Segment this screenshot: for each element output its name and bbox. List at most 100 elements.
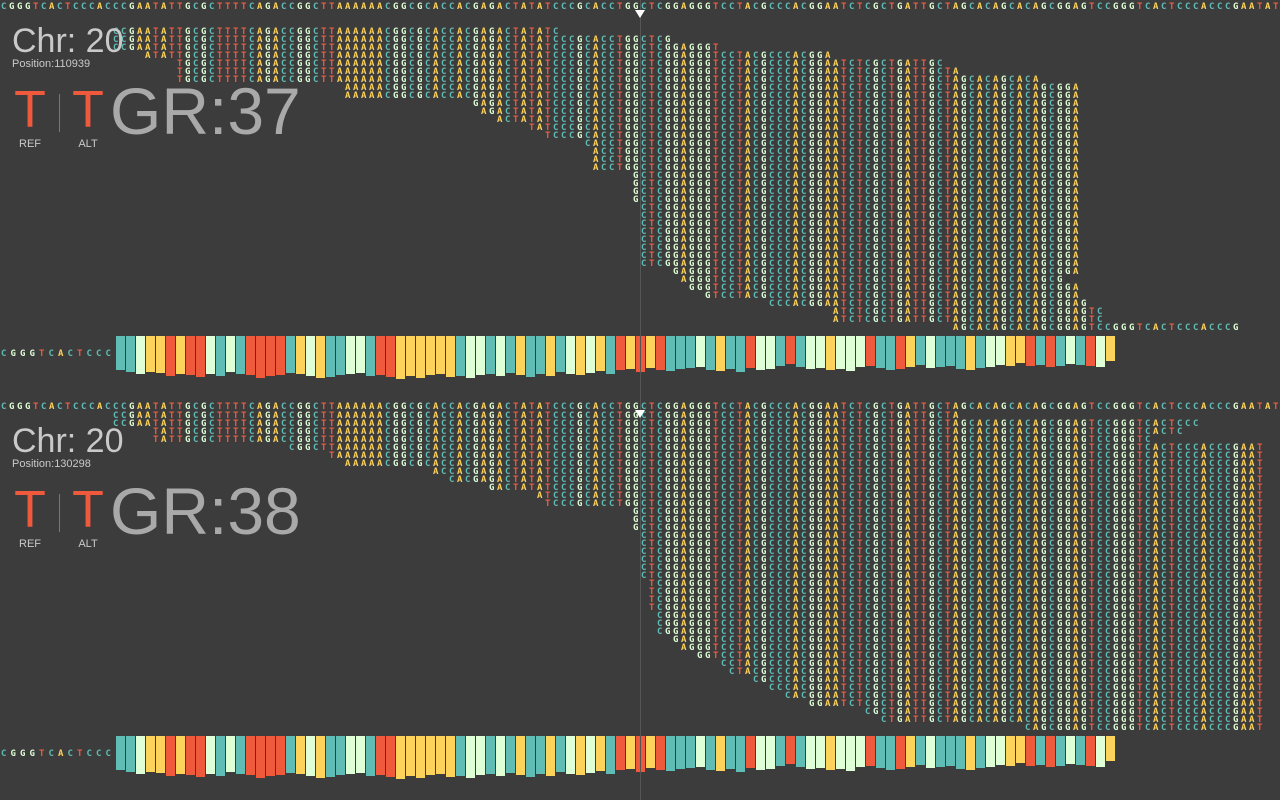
read-base: G [633,75,638,85]
read-base: A [977,107,983,117]
read-base: T [841,691,847,701]
read-base: G [673,259,678,269]
coverage-bar [436,336,445,374]
read-base: C [1025,147,1030,157]
coverage-bar [406,336,415,376]
read-base: C [553,107,558,117]
read-base: C [753,619,758,629]
read-base: G [1081,307,1086,317]
read-base: T [841,203,847,213]
read-base: C [777,627,782,637]
read-base: T [921,307,927,317]
reference-base: C [1049,402,1054,412]
reference-base: G [1065,2,1070,12]
coverage-bar [726,336,735,369]
read-base: A [977,315,983,325]
read-base: A [1033,315,1039,325]
read-base: C [1049,523,1054,533]
read-base: T [649,75,655,85]
read-base: C [777,643,782,653]
read-base: C [865,99,870,109]
read-base: A [1017,491,1023,501]
read-base: T [841,315,847,325]
read-base: T [617,499,623,509]
read-base: G [809,131,814,141]
reference-base: T [65,402,71,412]
read-base: T [913,307,919,317]
read-base: A [905,707,911,717]
read-base: T [857,147,863,157]
read-base: G [809,123,814,133]
read-base: G [689,283,694,293]
read-base: G [689,563,694,573]
read-base: C [729,131,734,141]
read-base: T [1089,723,1095,733]
read-base: C [209,43,214,53]
read-base: A [1201,651,1207,661]
read-base: G [305,51,310,61]
read-base: A [745,283,751,293]
read-base: C [641,75,646,85]
read-base: C [1009,547,1014,557]
reference-base: C [785,402,790,412]
read-base: C [985,155,990,165]
reference-base: T [329,2,335,12]
read-base: A [1073,91,1079,101]
read-base: T [1089,643,1095,653]
read-base: G [929,131,934,141]
read-base: G [1065,611,1070,621]
read-base: T [737,251,743,261]
read-base: G [817,491,822,501]
read-base: C [441,27,446,37]
read-base: G [897,579,902,589]
read-base: A [1201,619,1207,629]
read-base: C [1105,611,1110,621]
read-base: C [1177,531,1182,541]
read-base: C [721,227,726,237]
read-base: C [585,91,590,101]
read-base: C [1161,627,1166,637]
read-base: A [793,547,799,557]
read-base: A [353,27,359,37]
read-base: T [841,595,847,605]
read-base: T [737,75,743,85]
coverage-bar [786,336,795,364]
read-base: C [985,619,990,629]
read-base: C [769,635,774,645]
read-base: C [1025,291,1030,301]
reference-base: A [537,402,543,412]
read-base: T [913,211,919,221]
read-base: C [1009,579,1014,589]
read-base: A [993,507,999,517]
read-base: G [689,259,694,269]
read-base: C [753,611,758,621]
read-base: G [1081,571,1086,581]
read-base: G [873,171,878,181]
reference-base: C [465,402,470,412]
read-base: G [1233,539,1238,549]
read-base: T [921,251,927,261]
read-base: G [761,539,766,549]
read-base: G [1057,651,1062,661]
read-base: C [849,59,854,69]
read-base: T [913,171,919,181]
read-base: A [537,27,543,37]
read-base: T [649,555,655,565]
read-base: A [977,163,983,173]
reference-base: C [249,402,254,412]
read-base: A [1241,555,1247,565]
read-base: C [1209,707,1214,717]
read-base: C [657,611,662,621]
read-base: A [681,507,687,517]
read-base: C [937,515,942,525]
read-base: C [769,155,774,165]
read-base: C [769,91,774,101]
read-base: G [1001,579,1006,589]
read-base: C [937,571,942,581]
read-base: C [1185,619,1190,629]
read-base: T [913,691,919,701]
read-base: A [1153,539,1159,549]
read-base: A [953,619,959,629]
read-base: T [321,59,327,69]
read-base: C [249,59,254,69]
